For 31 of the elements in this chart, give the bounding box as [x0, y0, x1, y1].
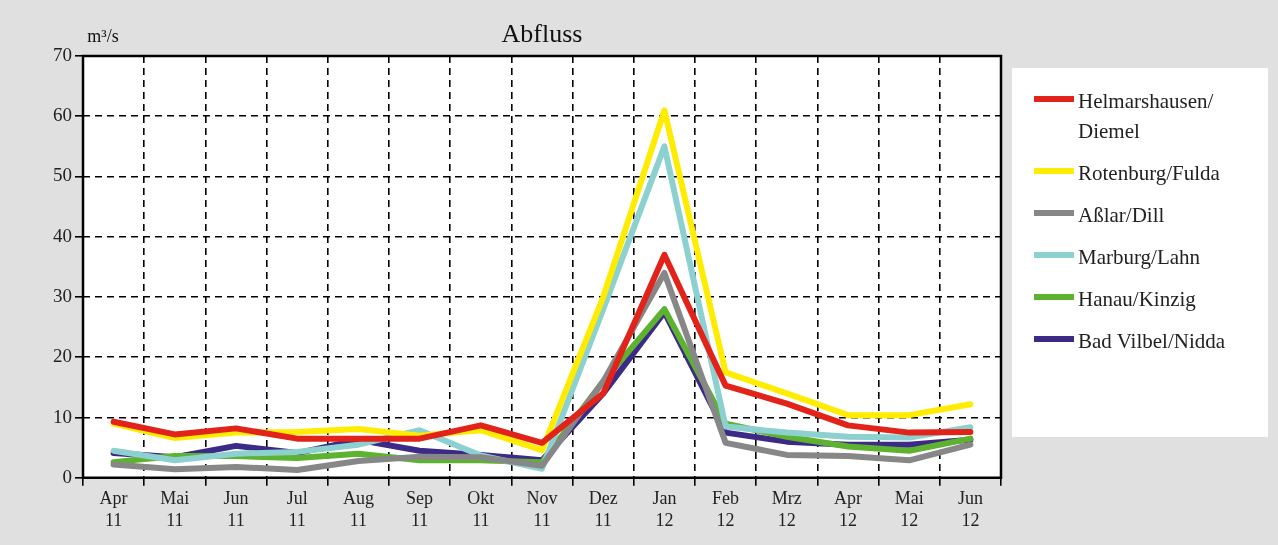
x-tick-label: Okt 11 [467, 488, 495, 530]
y-tick-label: 20 [53, 345, 72, 367]
chart-title: Abfluss [501, 19, 583, 48]
legend-label: Rotenburg/Fulda [1078, 160, 1220, 187]
y-tick-label: 50 [53, 164, 72, 186]
x-tick-label: Dez 11 [588, 488, 618, 530]
x-tick-label: Mai 11 [160, 488, 190, 530]
x-tick-label: Jan 12 [652, 488, 677, 530]
y-tick-label: 30 [53, 285, 72, 307]
x-tick-label: Sep 11 [406, 488, 434, 530]
x-tick-label: Mai 12 [894, 488, 924, 530]
x-tick-label: Jul 11 [286, 488, 308, 530]
x-tick-label: Aug 11 [342, 488, 374, 530]
x-tick-label: Mrz 12 [771, 488, 802, 530]
x-tick-label: Apr 11 [99, 488, 128, 530]
x-tick-label: Nov 11 [526, 488, 558, 530]
y-tick-label: 40 [53, 224, 72, 246]
legend-label: Marburg/Lahn [1078, 244, 1201, 271]
y-tick-label: 10 [53, 405, 72, 427]
x-tick-label: Apr 12 [834, 488, 862, 530]
x-tick-label: Feb 12 [712, 488, 740, 530]
legend-label: Helmarshausen/ Diemel [1078, 88, 1214, 145]
legend-label: Bad Vilbel/Nidda [1078, 328, 1226, 355]
legend-label: Hanau/Kinzig [1078, 286, 1196, 313]
y-tick-label: 0 [62, 465, 72, 487]
y-tick-label: 70 [53, 43, 72, 65]
x-tick-label: Jun 12 [957, 488, 983, 530]
y-axis-title: m³/s [87, 26, 119, 46]
y-tick-label: 60 [53, 104, 72, 126]
x-tick-label: Jun 11 [223, 488, 249, 530]
legend-label: Aßlar/Dill [1078, 202, 1165, 229]
